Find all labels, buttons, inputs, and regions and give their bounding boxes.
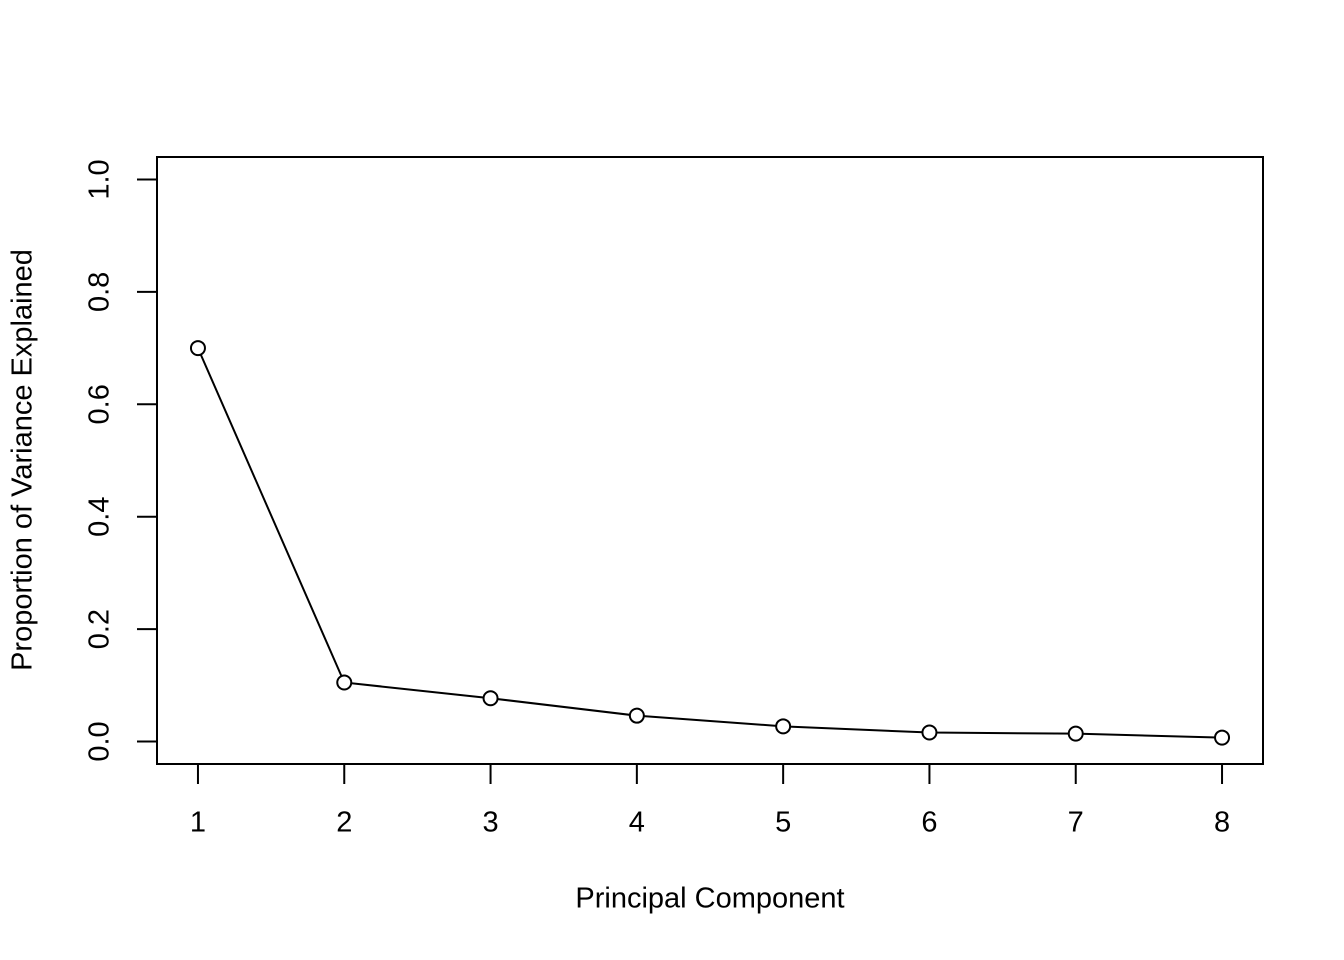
y-tick-label: 0.2	[84, 609, 116, 649]
x-tick-label: 7	[1068, 807, 1084, 839]
series-line	[197, 347, 1223, 739]
data-point	[1067, 725, 1084, 742]
data-point	[482, 690, 499, 707]
x-tick-label: 8	[1214, 807, 1230, 839]
y-tick-label: 0.6	[84, 384, 116, 424]
data-point	[336, 674, 353, 691]
x-tick-label: 4	[629, 807, 645, 839]
y-axis-label: Proportion of Variance Explained	[7, 249, 39, 671]
x-tick-label: 6	[921, 807, 937, 839]
y-tick-label: 0.8	[84, 272, 116, 312]
y-tick-label: 0.0	[84, 721, 116, 761]
data-point	[628, 707, 645, 724]
x-tick-label: 3	[482, 807, 498, 839]
y-tick-label: 0.4	[84, 497, 116, 537]
data-point	[189, 340, 206, 357]
x-tick-label: 5	[775, 807, 791, 839]
data-point	[921, 724, 938, 741]
data-point	[775, 718, 792, 735]
data-point	[1214, 729, 1231, 746]
x-tick-label: 2	[336, 807, 352, 839]
x-axis-label: Principal Component	[575, 883, 844, 915]
y-tick-label: 1.0	[84, 159, 116, 199]
plot-box	[156, 156, 1264, 765]
x-tick-label: 1	[190, 807, 206, 839]
